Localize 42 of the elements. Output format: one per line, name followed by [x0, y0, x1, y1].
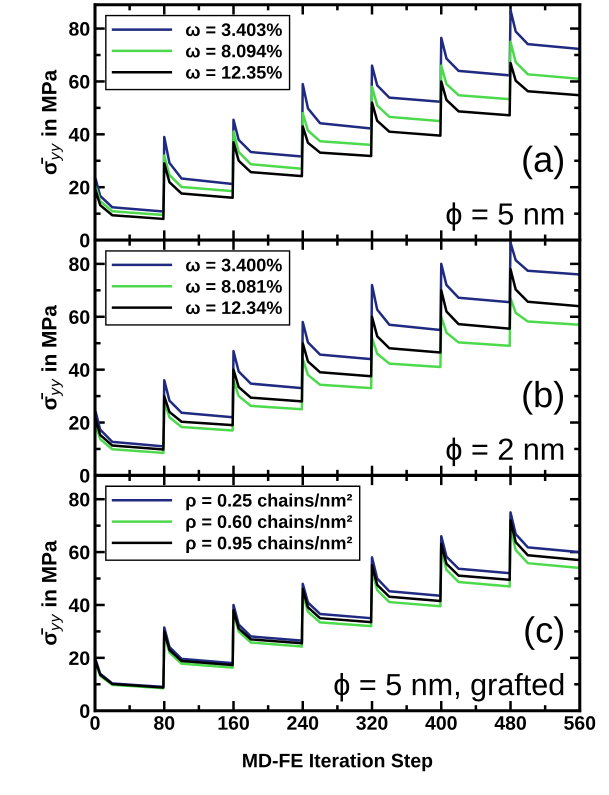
legend-label: ρ = 0.95 chains/nm²: [186, 536, 352, 553]
y-tick-label: 0: [80, 468, 90, 483]
x-tick-label: 320: [356, 716, 388, 730]
y-tick-label: 40: [68, 598, 90, 612]
legend-label: ω = 3.400%: [186, 258, 282, 272]
y-tick-label: 20: [69, 416, 90, 430]
x-axis-title: MD-FE Iteration Step: [243, 753, 432, 772]
legend-label: ω = 8.081%: [186, 280, 282, 293]
y-tick-label: 60: [69, 74, 90, 89]
y-tick-label: 40: [68, 128, 90, 142]
legend-label: ω = 12.35%: [186, 66, 282, 79]
y-tick-label: 80: [69, 22, 90, 36]
y-tick-label: 0: [80, 704, 90, 718]
legend-label: ρ = 0.60 chains/nm²: [186, 514, 352, 532]
legend-label: ρ = 0.25 chains/nm²: [186, 493, 352, 510]
annotation: (a): [523, 146, 563, 180]
y-axis-title: σ̄$_{yy}$ in MPa: [41, 305, 63, 410]
y-axis-title: σ̄$_{yy}$ in MPa: [41, 540, 63, 645]
x-tick-label: 80: [154, 716, 174, 730]
annotation: ϕ = 5 nm: [446, 202, 564, 231]
y-tick-label: 60: [69, 310, 90, 324]
x-tick-label: 240: [287, 716, 318, 730]
annotation: (c): [525, 616, 563, 650]
annotation: ϕ = 5 nm, grafted: [334, 672, 564, 702]
y-tick-label: 60: [69, 546, 90, 560]
y-tick-label: 40: [68, 363, 90, 377]
annotation: (b): [523, 380, 563, 415]
x-tick-label: 480: [494, 716, 526, 730]
y-axis-title: σ̄$_{yy}$ in MPa: [41, 70, 63, 174]
x-tick-label: 160: [218, 716, 249, 730]
y-tick-label: 80: [69, 257, 90, 272]
x-tick-label: 560: [564, 716, 596, 730]
y-tick-label: 20: [69, 651, 90, 666]
y-tick-label: 0: [80, 234, 90, 248]
x-tick-label: 0: [90, 716, 100, 730]
y-tick-label: 80: [69, 492, 90, 506]
legend-label: ω = 12.34%: [186, 301, 282, 314]
x-tick-label: 400: [425, 716, 457, 730]
y-tick-label: 20: [69, 180, 90, 194]
annotation: ϕ = 2 nm: [446, 438, 564, 466]
legend-label: ω = 8.094%: [186, 44, 282, 58]
legend-label: ω = 3.403%: [186, 23, 282, 36]
